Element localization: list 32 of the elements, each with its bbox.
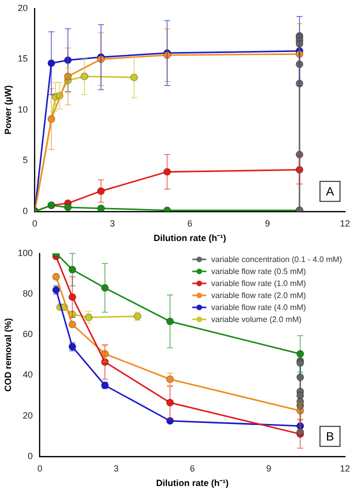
y-tick-label: 0 bbox=[28, 450, 33, 461]
legend-label: variable volume (2.0 mM) bbox=[211, 315, 302, 324]
x-tick-label: 6 bbox=[187, 218, 192, 228]
annotation: A bbox=[326, 184, 334, 199]
x-tick-label: 3 bbox=[110, 218, 115, 228]
x-tick-label: 12 bbox=[340, 463, 350, 474]
y-tick-label: 60 bbox=[22, 329, 33, 340]
y-axis-title: COD removal (%) bbox=[2, 318, 13, 392]
x-tick-label: 12 bbox=[340, 218, 350, 228]
x-tick-label: 9 bbox=[264, 218, 270, 228]
legend-label: variable flow rate (1.0 mM) bbox=[211, 279, 306, 288]
x-tick-label: 0 bbox=[37, 463, 42, 474]
y-tick-label: 80 bbox=[22, 288, 33, 298]
annotation: B bbox=[326, 430, 334, 444]
x-axis-title: Dilution rate (h⁻¹) bbox=[154, 233, 226, 244]
legend-label: variable flow rate (0.5 mM) bbox=[211, 267, 306, 276]
y-tick-label: 40 bbox=[22, 370, 33, 380]
y-tick-label: 0 bbox=[22, 206, 28, 216]
x-axis-title: Dilution rate (h⁻¹) bbox=[156, 478, 229, 488]
y-tick-label: 20 bbox=[18, 2, 28, 13]
y-tick-label: 100 bbox=[18, 248, 33, 258]
legend-label: variable flow rate (4.0 mM) bbox=[211, 303, 306, 312]
x-tick-label: 6 bbox=[190, 463, 195, 474]
y-tick-label: 15 bbox=[18, 54, 28, 64]
y-tick-label: 5 bbox=[22, 155, 28, 166]
y-axis-title: Power (µW) bbox=[2, 85, 13, 134]
y-tick-label: 10 bbox=[18, 104, 28, 114]
y-tick-label: 20 bbox=[22, 410, 33, 420]
legend-label: variable concentration (0.1 - 4.0 mM) bbox=[211, 255, 342, 264]
legend-label: variable flow rate (2.0 mM) bbox=[211, 291, 306, 300]
x-tick-label: 3 bbox=[114, 463, 119, 474]
x-tick-label: 9 bbox=[266, 463, 272, 474]
